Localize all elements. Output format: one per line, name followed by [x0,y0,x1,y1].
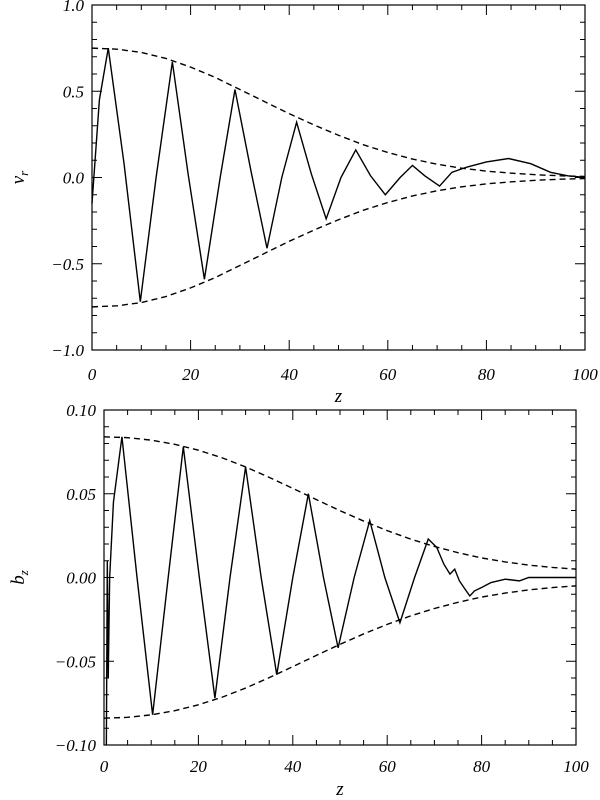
x-tick-label: 0 [100,757,109,776]
y-tick-label: 0.10 [66,401,96,420]
y-tick-label: 1.0 [63,0,85,15]
x-tick-label: 100 [563,757,589,776]
lower-envelope-line [103,585,577,719]
x-axis-label: z [335,779,344,800]
x-tick-label: 100 [572,365,598,384]
x-tick-label: 60 [379,757,397,776]
y-tick-label: −0.10 [55,736,97,755]
y-tick-label: −0.5 [51,255,84,274]
upper-envelope-line [91,47,586,178]
x-tick-label: 40 [281,365,299,384]
x-tick-label: 20 [190,757,208,776]
x-tick-label: 0 [88,365,97,384]
lower-envelope-line [91,177,586,308]
y-tick-label: 0.05 [66,485,96,504]
y-tick-label: 0.00 [66,569,96,588]
y-tick-label: −1.0 [51,341,84,360]
plot-frame [103,409,577,746]
plot-frame [91,4,586,351]
y-tick-label: 0.5 [63,82,84,101]
x-axis-label: z [334,386,343,407]
top-panel-vr: 0 20 40 60 80 100 −1.0 −0.5 0.0 0.5 1.0 z vr [8,0,598,407]
x-tick-label: 80 [478,365,496,384]
upper-envelope-line [103,436,577,570]
y-tick-label: 0.0 [63,169,85,188]
bottom-panel-bz: 0 20 40 60 80 100 −0.10 −0.05 0.00 0.05 0.10 z bz [8,401,589,800]
oscillation-line [91,48,586,302]
y-axis-label: bz [8,570,31,585]
x-tick-label: 80 [473,757,491,776]
y-axis-label: vr [8,170,31,184]
x-tick-label: 40 [284,757,302,776]
x-tick-label: 20 [182,365,200,384]
y-tick-label: −0.05 [55,652,96,671]
x-tick-label: 60 [379,365,397,384]
oscillation-line [105,436,576,746]
